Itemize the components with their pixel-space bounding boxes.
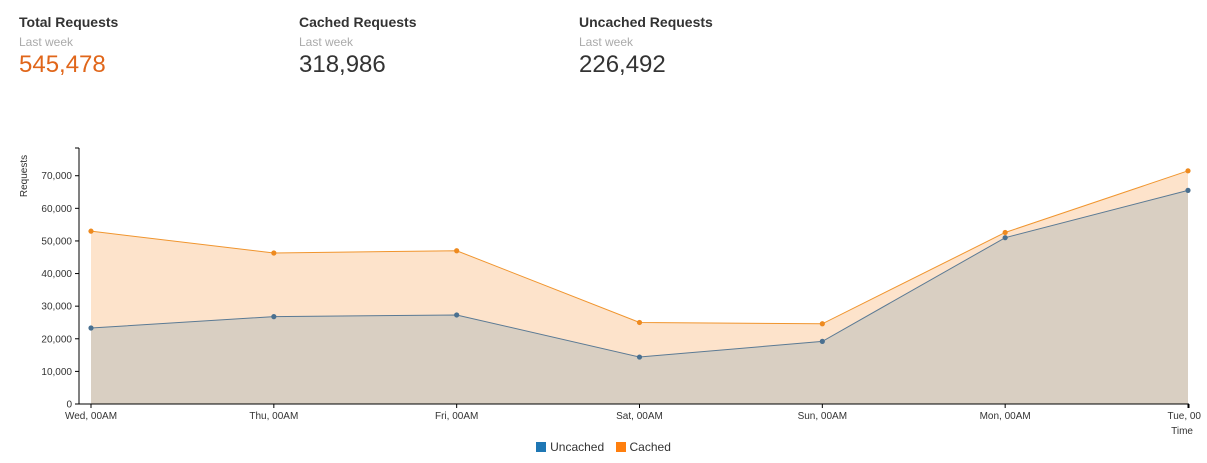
y-tick-label: 20,000 [41, 334, 72, 345]
y-tick-label: 30,000 [41, 302, 72, 313]
y-axis: 0 10,000 20,000 30,000 40,000 50,000 60,000 70,… [41, 147, 80, 411]
legend-label: Uncached [550, 440, 605, 454]
point-uncached [1002, 235, 1008, 241]
y-tick-label: 0 [66, 400, 72, 411]
stat-subtitle: Last week [299, 35, 354, 49]
requests-area-chart: 0 10,000 20,000 30,000 40,000 50,000 60,000 70,… [19, 147, 1201, 437]
stat-total-requests: Total Requests Last week 545,478 [19, 14, 118, 79]
area-uncached [91, 190, 1188, 404]
point-cached [819, 321, 825, 327]
stat-title: Total Requests [19, 14, 119, 30]
point-cached [88, 228, 94, 234]
x-tick-label: Sat, 00AM [616, 411, 663, 422]
legend-item-cached[interactable]: Cached [615, 440, 671, 454]
x-tick-label: Tue, 00 [1167, 411, 1201, 422]
point-uncached [454, 312, 460, 318]
x-axis: Wed, 00AM Thu, 00AM Fri, 00AM Sat, 00AM Sun,… [65, 403, 1201, 422]
x-tick-label: Sun, 00AM [798, 411, 847, 422]
point-uncached [819, 338, 825, 344]
point-cached [271, 250, 277, 256]
point-uncached [271, 314, 277, 320]
stat-value: 226,492 [579, 51, 666, 78]
point-uncached [1185, 187, 1191, 193]
point-cached [454, 248, 460, 254]
stat-value: 318,986 [299, 51, 386, 78]
stat-title: Cached Requests [299, 14, 417, 30]
stat-subtitle: Last week [579, 35, 634, 49]
stat-subtitle: Last week [19, 35, 74, 49]
x-tick-label: Thu, 00AM [249, 411, 298, 422]
y-axis-title: Requests [19, 155, 30, 197]
area-cached [91, 170, 1188, 358]
legend-swatch-cached [615, 442, 626, 452]
x-axis-title: Time [1171, 426, 1193, 437]
chart-areas [91, 170, 1188, 404]
legend-item-uncached[interactable]: Uncached [536, 440, 604, 454]
stat-value: 545,478 [19, 51, 106, 78]
chart-legend: Uncached Cached [0, 440, 1207, 454]
point-cached [1185, 168, 1191, 174]
y-tick-label: 40,000 [41, 269, 72, 280]
point-cached [636, 319, 643, 326]
stat-cached-requests: Cached Requests Last week 318,986 [299, 14, 416, 79]
point-uncached [636, 354, 643, 360]
y-tick-label: 70,000 [41, 171, 72, 182]
point-cached [1002, 229, 1008, 236]
legend-swatch-uncached [536, 442, 547, 452]
stat-uncached-requests: Uncached Requests Last week 226,492 [579, 14, 713, 79]
y-tick-label: 50,000 [41, 236, 72, 247]
y-tick-label: 10,000 [41, 367, 72, 378]
x-tick-label: Wed, 00AM [65, 411, 117, 422]
stat-title: Uncached Requests [579, 14, 713, 30]
point-uncached [88, 325, 94, 331]
chart-points [88, 168, 1191, 360]
x-tick-label: Mon, 00AM [980, 411, 1031, 422]
y-tick-label: 60,000 [41, 204, 72, 215]
x-tick-label: Fri, 00AM [435, 411, 478, 422]
legend-label: Cached [629, 440, 671, 454]
